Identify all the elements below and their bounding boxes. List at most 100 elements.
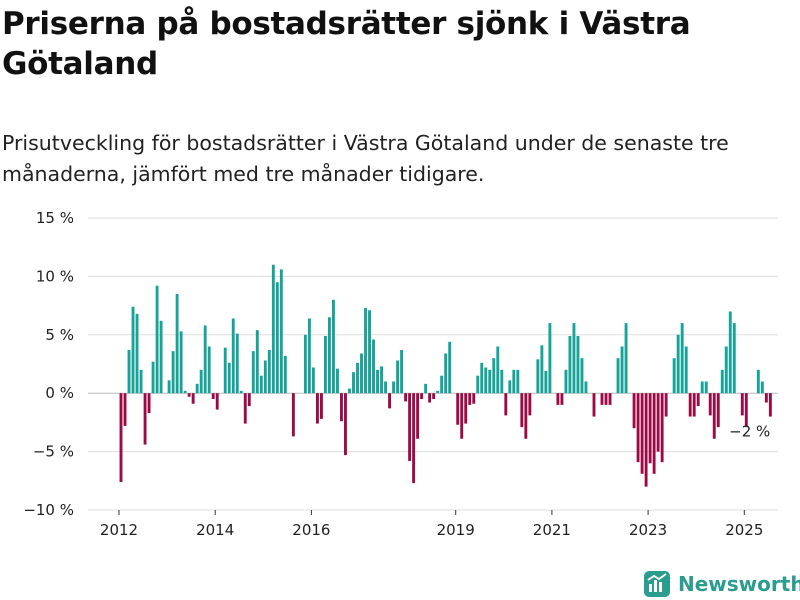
bar [540,345,544,394]
bar [472,393,476,404]
bar [263,360,267,394]
bar [356,362,359,394]
bar [692,393,696,417]
bar [167,380,171,394]
bar [183,390,187,394]
x-tick-label: 2016 [292,521,330,539]
bar [768,393,772,417]
bar [408,393,412,461]
bar [372,339,375,394]
bar [227,362,231,394]
bar [624,323,628,394]
bar [155,285,159,394]
bar [492,358,496,394]
chart-title: Priserna på bostadsrätter sjönk i Västra… [2,6,691,82]
bar [728,311,732,394]
x-tick-label: 2012 [100,521,138,539]
bar [251,351,255,394]
bar [556,393,560,405]
bar [680,323,684,394]
bar [516,369,520,394]
newsworthy-logo[interactable]: Newsworthy [644,568,800,600]
bar [644,393,648,487]
bar [716,393,720,428]
bar [656,393,660,452]
bar [576,335,580,394]
bar [592,393,596,417]
bar [195,383,199,394]
bar [139,369,143,394]
bar [620,346,624,394]
bar [332,299,335,394]
bar [384,381,387,394]
bar [340,393,343,422]
bar [548,323,552,394]
bar [392,381,396,394]
bar [191,393,195,404]
bar [504,393,508,416]
bar [464,393,468,424]
bar [307,318,311,394]
bar [327,317,331,394]
bar [412,393,416,484]
bar [424,383,428,394]
bar [672,358,676,394]
bar [760,381,764,394]
axis-labels: 15 % 10 % 5 % 0 % −5 % −10 % 2012 2014 2016 2019 2… [23,209,763,539]
bar [724,346,728,394]
bar [648,393,652,464]
bar [572,323,576,394]
bar [151,361,155,394]
bar [420,393,424,400]
bar [684,346,688,394]
bar [211,393,215,400]
bar [448,341,452,394]
bar [740,393,744,416]
last-value-annotation: −2 % [729,423,770,441]
bar [376,369,379,394]
bar [436,390,440,394]
bar [536,359,540,394]
brand-name: Newsworthy [678,572,800,596]
bar [696,393,700,407]
bar [488,369,492,394]
bar-chart: 15 % 10 % 5 % 0 % −5 % −10 % 2012 2014 2016 2019 2… [23,209,778,539]
bar [187,393,191,397]
bar [135,313,139,394]
bar [432,393,436,400]
bar [319,393,323,419]
y-tick-label: −5 % [33,443,74,461]
bar [127,349,131,394]
bar [119,393,123,482]
newsworthy-logo-icon [644,571,670,597]
bar [279,269,283,394]
bar [460,393,464,439]
bar [131,306,135,394]
bar [660,393,664,463]
bar [544,371,548,394]
bar [400,349,404,394]
bar [600,393,604,405]
bar [704,381,708,394]
bar [147,393,151,414]
bars [119,264,772,487]
bar [604,393,608,405]
bar [500,369,504,394]
bar [291,393,295,437]
bar [700,381,704,394]
bar [267,349,271,394]
bar [732,323,736,394]
bar [524,393,528,439]
bar [440,375,444,394]
x-tick-label: 2023 [629,521,667,539]
bar [664,393,668,417]
bar [259,375,263,394]
bar [756,369,760,394]
bar [560,393,564,405]
bar [352,372,355,394]
bar [123,393,127,426]
bar [476,375,480,394]
y-tick-label: 5 % [45,326,74,344]
bar [564,369,568,394]
bar [223,347,227,394]
